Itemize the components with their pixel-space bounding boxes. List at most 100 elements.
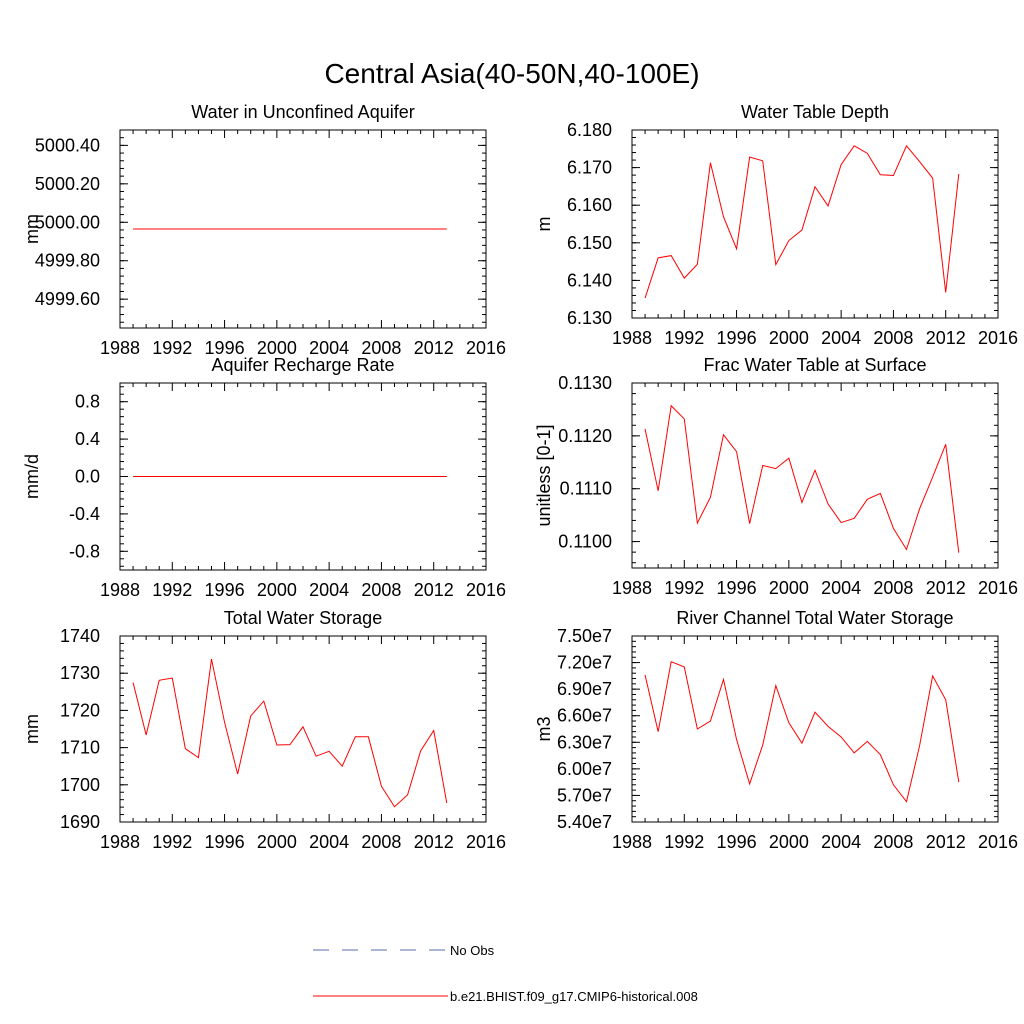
y-tick-label: 0.8 <box>75 392 100 412</box>
y-tick-label: 0.1110 <box>560 479 612 499</box>
y-tick-label: 6.60e7 <box>557 706 612 726</box>
x-tick-label: 1996 <box>205 338 245 358</box>
x-tick-label: 2012 <box>926 328 966 348</box>
x-tick-label: 1988 <box>612 328 652 348</box>
x-tick-label: 2012 <box>926 832 966 852</box>
x-tick-label: 1992 <box>664 832 704 852</box>
x-tick-label: 1996 <box>717 578 757 598</box>
y-axis-label: mm <box>22 214 42 244</box>
y-tick-label: 5000.00 <box>35 212 100 232</box>
figure-title: Central Asia(40-50N,40-100E) <box>324 58 699 89</box>
x-tick-label: 1992 <box>664 328 704 348</box>
y-tick-label: 0.0 <box>75 467 100 487</box>
y-tick-label: 5.40e7 <box>557 812 612 832</box>
x-tick-label: 2012 <box>926 578 966 598</box>
panel-aquifer-recharge-rate: Aquifer Recharge Rate mm/d 1988 1992 1996 200… <box>22 355 506 600</box>
x-tick-label: 1992 <box>152 338 192 358</box>
y-tick-label: 5000.40 <box>35 135 100 155</box>
x-tick-label: 1996 <box>717 328 757 348</box>
y-tick-label: 1690 <box>60 812 100 832</box>
x-tick-label: 2008 <box>873 328 913 348</box>
panel-river-channel-total-water-storage: River Channel Total Water Storage m3 1988 1… <box>534 608 1018 852</box>
y-tick-label: 1700 <box>60 775 100 795</box>
x-tick-label: 1996 <box>205 580 245 600</box>
panel-title: River Channel Total Water Storage <box>676 608 953 628</box>
y-tick-label: -0.4 <box>69 504 100 524</box>
x-tick-label: 2000 <box>257 580 297 600</box>
x-tick-label: 2012 <box>414 580 454 600</box>
x-tick-label: 1988 <box>612 578 652 598</box>
panel-title: Frac Water Table at Surface <box>703 355 926 375</box>
y-tick-label: 5000.20 <box>35 174 100 194</box>
legend-label-model: b.e21.BHIST.f09_g17.CMIP6-historical.008 <box>450 989 698 1004</box>
x-tick-label: 1988 <box>100 338 140 358</box>
x-tick-label: 2016 <box>466 338 506 358</box>
x-tick-label: 2000 <box>769 328 809 348</box>
legend-label-no-obs: No Obs <box>450 943 495 958</box>
panel-title: Aquifer Recharge Rate <box>211 355 394 375</box>
y-tick-label: 5.70e7 <box>557 785 612 805</box>
y-tick-label: 6.00e7 <box>557 759 612 779</box>
x-tick-label: 1996 <box>205 832 245 852</box>
x-tick-label: 2000 <box>257 338 297 358</box>
plot-frame <box>119 635 487 823</box>
x-tick-label: 1988 <box>100 580 140 600</box>
y-tick-label: 6.90e7 <box>557 679 612 699</box>
panel-water-table-depth: Water Table Depth m 1988 1992 1996 2000 2004 20… <box>534 102 1018 348</box>
panel-title: Water in Unconfined Aquifer <box>191 102 414 122</box>
x-tick-label: 2008 <box>361 832 401 852</box>
x-tick-label: 2008 <box>873 578 913 598</box>
series-line <box>644 144 960 299</box>
x-tick-label: 2000 <box>769 832 809 852</box>
panel-total-water-storage: Total Water Storage mm 1988 1992 1996 2000 200… <box>22 608 506 852</box>
y-tick-label: 0.4 <box>75 429 100 449</box>
y-tick-label: 6.130 <box>567 308 612 328</box>
x-tick-label: 2004 <box>309 832 349 852</box>
y-tick-label: -0.8 <box>69 541 100 561</box>
x-tick-label: 1992 <box>152 832 192 852</box>
x-tick-label: 2008 <box>873 832 913 852</box>
x-tick-label: 2004 <box>821 578 861 598</box>
y-tick-label: 1740 <box>60 626 100 646</box>
panel-water-in-unconfined-aquifer: Water in Unconfined Aquifer mm 1988 1992 199… <box>22 102 506 358</box>
legend: No Obs b.e21.BHIST.f09_g17.CMIP6-histori… <box>313 943 698 1004</box>
x-tick-label: 2012 <box>414 338 454 358</box>
y-tick-label: 6.30e7 <box>557 732 612 752</box>
x-tick-label: 2008 <box>361 338 401 358</box>
y-axis-label: unitless [0-1] <box>534 424 554 526</box>
x-tick-label: 2004 <box>309 338 349 358</box>
y-tick-label: 6.180 <box>567 120 612 140</box>
y-tick-label: 6.160 <box>567 195 612 215</box>
plot-frame <box>631 382 999 569</box>
y-tick-label: 1720 <box>60 700 100 720</box>
y-tick-label: 6.140 <box>567 270 612 290</box>
x-tick-label: 2016 <box>978 832 1018 852</box>
y-axis-label: m3 <box>534 716 554 741</box>
x-tick-label: 2000 <box>769 578 809 598</box>
series-line <box>644 404 960 553</box>
y-tick-label: 0.1100 <box>558 532 612 552</box>
y-axis-label: mm <box>22 714 42 744</box>
y-tick-label: 1730 <box>60 663 100 683</box>
x-tick-label: 2016 <box>978 328 1018 348</box>
plot-frame <box>631 129 999 319</box>
y-tick-label: 0.1120 <box>558 426 612 446</box>
series-line <box>644 660 960 803</box>
y-tick-label: 0.1130 <box>558 373 612 393</box>
series-line <box>132 658 448 808</box>
x-tick-label: 2016 <box>466 580 506 600</box>
y-tick-label: 7.20e7 <box>557 653 612 673</box>
x-tick-label: 1992 <box>152 580 192 600</box>
x-tick-label: 2000 <box>257 832 297 852</box>
x-tick-label: 1992 <box>664 578 704 598</box>
y-tick-label: 6.170 <box>567 158 612 178</box>
y-tick-label: 7.50e7 <box>557 626 612 646</box>
x-tick-label: 2008 <box>361 580 401 600</box>
x-tick-label: 2004 <box>821 832 861 852</box>
y-tick-label: 4999.60 <box>35 289 100 309</box>
y-axis-label: mm/d <box>22 454 42 499</box>
x-tick-label: 2004 <box>309 580 349 600</box>
x-tick-label: 2012 <box>414 832 454 852</box>
y-tick-label: 6.150 <box>567 233 612 253</box>
